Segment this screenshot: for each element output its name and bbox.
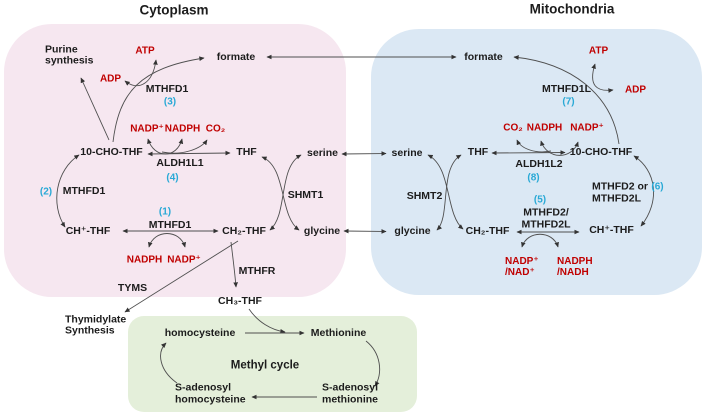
- mthfd1l-label: MTHFD1L: [542, 82, 591, 95]
- purine-synthesis-label: Purine synthesis: [45, 42, 94, 67]
- nadph-cytoplasm-label: NADPH: [164, 123, 201, 135]
- cytoplasm-title: Cytoplasm: [139, 2, 209, 18]
- atp-cytoplasm-label: ATP: [135, 45, 155, 57]
- step-2-label: (2): [39, 185, 53, 197]
- mthfr-label: MTHFR: [238, 264, 276, 277]
- serine-cytoplasm-label: serine: [307, 146, 338, 159]
- nadp-nad-mitochondria-label: NADP⁺ /NAD⁺: [505, 255, 539, 278]
- glycine-mitochondria-label: glycine: [394, 225, 431, 238]
- nadph-mitochondria-label: NADPH: [526, 121, 563, 133]
- nadp-mthfd1-label: NADP⁺: [167, 253, 201, 265]
- thf-mitochondria-label: THF: [467, 146, 489, 159]
- nadp-cytoplasm-label: NADP⁺: [130, 123, 164, 135]
- ch2-thf-cytoplasm-label: CH₂-THF: [222, 224, 266, 237]
- nadph-nadh-mitochondria-label: NADPH /NADH: [557, 255, 593, 278]
- step-3-label: (3): [163, 95, 177, 107]
- methionine-label: Methionine: [310, 326, 367, 339]
- ch3-thf-label: CH₃-THF: [218, 294, 262, 307]
- aldh1l2-label: ALDH1L2: [515, 157, 563, 170]
- homocysteine-label: homocysteine: [164, 326, 236, 339]
- step-5-label: (5): [533, 194, 547, 206]
- step-4-label: (4): [166, 171, 179, 183]
- mthfd1-synthetase-label: MTHFD1: [145, 82, 189, 95]
- shmt2-label: SHMT2: [406, 190, 443, 203]
- thf-cytoplasm-label: THF: [236, 146, 257, 159]
- adp-mitochondria-label: ADP: [624, 83, 647, 95]
- s-adenosyl-methionine-label: S-adenosyl methionine: [322, 381, 379, 405]
- aldh1l1-label: ALDH1L1: [156, 156, 204, 169]
- tyms-label: TYMS: [117, 281, 148, 294]
- atp-mitochondria-label: ATP: [588, 45, 609, 57]
- methyl-cycle-title-label: Methyl cycle: [230, 359, 300, 372]
- formate-cytoplasm-label: formate: [216, 50, 256, 63]
- mthfd1-cyclohydrolase-label: MTHFD1: [62, 184, 106, 197]
- mthfd1-dehydrogenase-label: MTHFD1: [148, 218, 192, 231]
- step-1-label: (1): [158, 206, 172, 218]
- co2-mitochondria-label: CO₂: [503, 121, 523, 133]
- adp-cytoplasm-label: ADP: [99, 73, 122, 85]
- ch-thf-mitochondria-label: CH⁺-THF: [589, 224, 634, 237]
- mthfd2-mthfd2l-label: MTHFD2/ MTHFD2L: [521, 206, 571, 230]
- s-adenosyl-homocysteine-label: S-adenosyl homocysteine: [175, 381, 246, 405]
- ch-thf-cytoplasm-label: CH⁺-THF: [65, 224, 111, 237]
- 10-cho-thf-cytoplasm-label: 10-CHO-THF: [80, 146, 143, 159]
- nadp-mitochondria-label: NADP⁺: [570, 121, 604, 133]
- shmt1-label: SHMT1: [287, 189, 324, 202]
- serine-mitochondria-label: serine: [391, 146, 423, 159]
- mthfd2-or-mthfd2l-label: MTHFD2 or MTHFD2L: [592, 180, 648, 204]
- nadph-mthfd1-label: NADPH: [126, 253, 163, 265]
- glycine-cytoplasm-label: glycine: [303, 224, 341, 237]
- step-6-label: (6): [651, 180, 664, 192]
- thymidylate-synthesis-label: Thymidylate Synthesis: [65, 312, 127, 337]
- mitochondria-title: Mitochondria: [529, 1, 615, 17]
- step-7-label: (7): [562, 95, 575, 107]
- 10-cho-thf-mitochondria-label: 10-CHO-THF: [569, 146, 633, 159]
- step-8-label: (8): [527, 171, 540, 183]
- formate-mitochondria-label: formate: [464, 50, 503, 63]
- co2-cytoplasm-label: CO₂: [205, 123, 226, 135]
- ch2-thf-mitochondria-label: CH₂-THF: [465, 225, 510, 238]
